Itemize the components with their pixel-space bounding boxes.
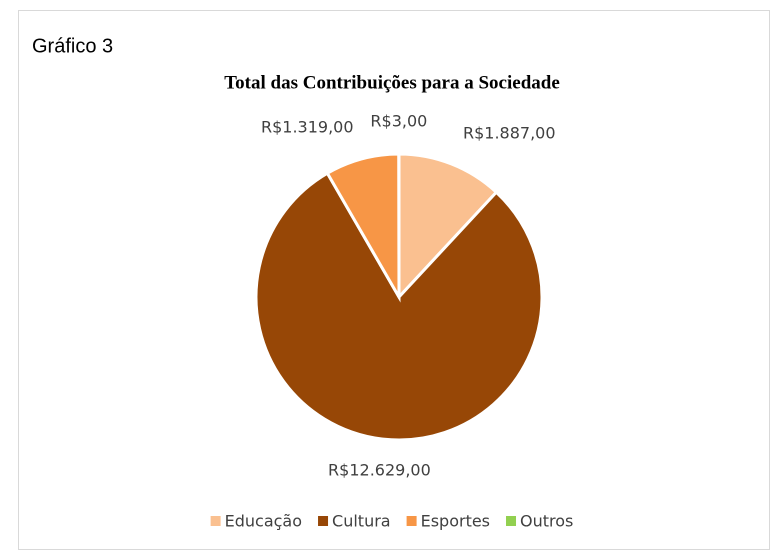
legend-label: Esportes (421, 512, 490, 531)
data-label: R$1.887,00 (463, 124, 556, 143)
legend-label: Educação (225, 512, 302, 531)
data-label: R$3,00 (370, 112, 427, 131)
legend-swatch (210, 516, 221, 526)
chart-caption: Gráfico 3 (32, 35, 113, 57)
legend-swatch (406, 516, 417, 526)
data-label: R$12.629,00 (328, 460, 431, 479)
data-label: R$1.319,00 (261, 118, 354, 137)
legend-label: Cultura (332, 512, 391, 531)
pie-slice (254, 171, 544, 442)
legend-swatch (318, 516, 329, 526)
chart-title: Total das Contribuições para a Sociedade (224, 72, 560, 93)
legend-swatch (506, 516, 517, 526)
legend-label: Outros (520, 512, 573, 531)
pie-slice (397, 152, 499, 301)
